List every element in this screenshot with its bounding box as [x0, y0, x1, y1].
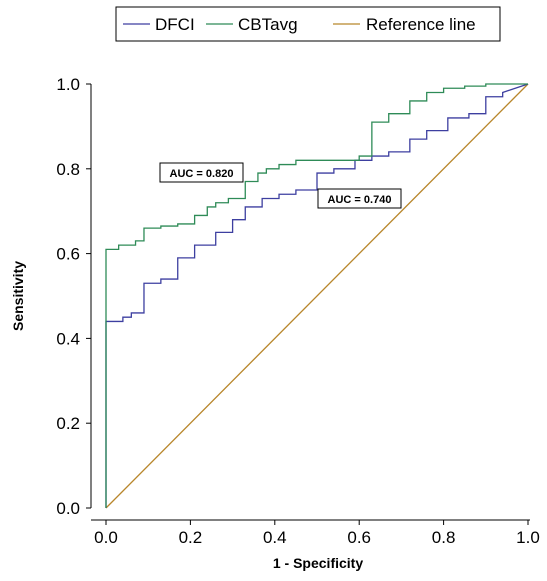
y-tick-label: 0.6: [56, 245, 80, 264]
x-axis-title: 1 - Specificity: [273, 555, 363, 571]
legend-label-dfci: DFCI: [155, 15, 195, 34]
legend: DFCI CBTavg Reference line: [115, 6, 501, 42]
axes: 0.0 0.2 0.4 0.6 0.8 1.0 0.0 0.2 0.4 0.6 0.8 1.0: [56, 75, 539, 547]
y-ticks: 0.0 0.2 0.4 0.6 0.8 1.0: [56, 75, 91, 518]
x-tick-label: 0.8: [432, 528, 456, 547]
x-tick-label: 0.6: [347, 528, 371, 547]
series-layer: [105, 83, 529, 509]
legend-box: [115, 6, 501, 42]
x-tick-label: 1.0: [516, 528, 540, 547]
legend-label-reference: Reference line: [366, 15, 476, 34]
y-tick-label: 0.0: [56, 499, 80, 518]
auc-annotation-dfci: AUC = 0.740: [317, 188, 402, 209]
y-tick-label: 0.8: [56, 160, 80, 179]
auc-box-cbtavg: [159, 162, 244, 183]
y-tick-label: 1.0: [56, 75, 80, 94]
auc-box-dfci: [317, 188, 402, 209]
y-tick-label: 0.2: [56, 414, 80, 433]
x-tick-label: 0.0: [94, 528, 118, 547]
x-tick-label: 0.2: [179, 528, 203, 547]
auc-annotation-cbtavg: AUC = 0.820: [159, 162, 244, 183]
y-tick-label: 0.4: [56, 329, 80, 348]
auc-text-dfci: AUC = 0.740: [328, 194, 392, 206]
y-axis-title: Sensitivity: [10, 261, 26, 331]
cbtavg-series-line: [105, 83, 528, 508]
x-ticks: 0.0 0.2 0.4 0.6 0.8 1.0: [94, 520, 540, 547]
x-tick-label: 0.4: [263, 528, 287, 547]
dfci-series-line: [105, 83, 529, 508]
auc-text-cbtavg: AUC = 0.820: [170, 168, 234, 180]
legend-label-cbtavg: CBTavg: [238, 15, 298, 34]
reference-line-series-line: [105, 83, 529, 509]
